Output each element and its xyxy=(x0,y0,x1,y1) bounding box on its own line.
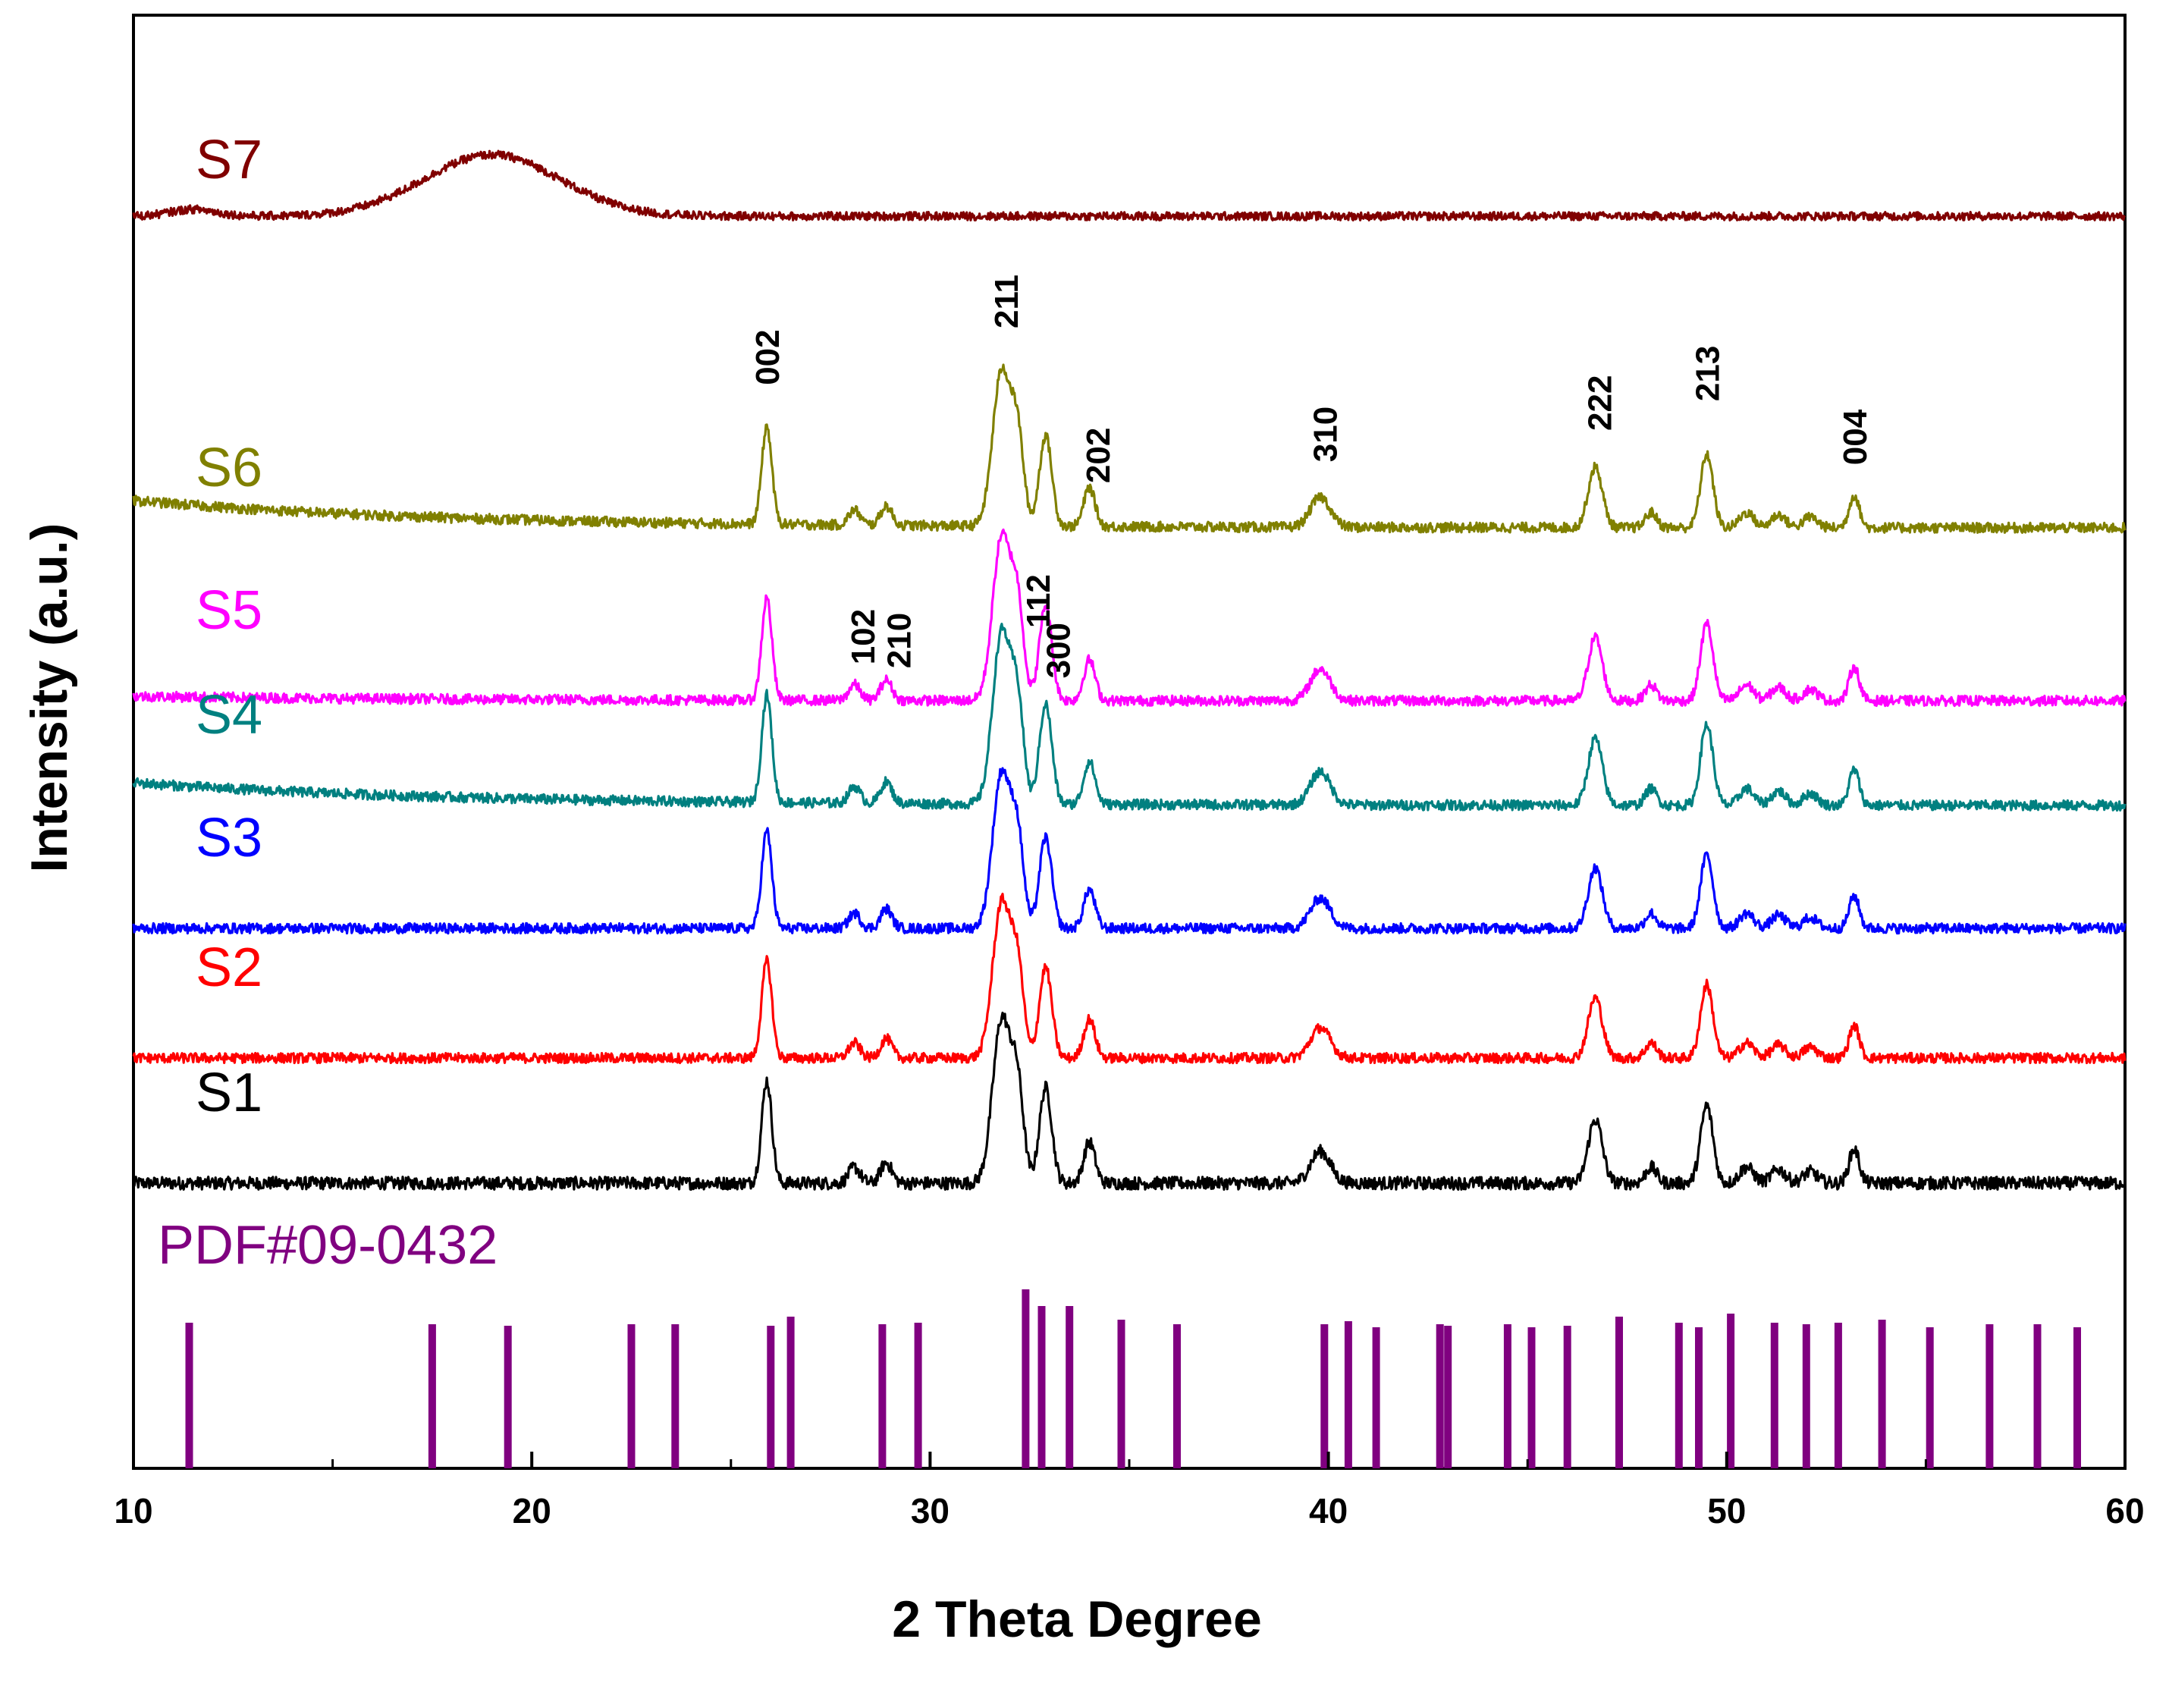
reference-line xyxy=(2073,1327,2081,1468)
reference-lines xyxy=(185,1289,2081,1468)
reference-line xyxy=(1615,1317,1623,1468)
peak-label-004: 004 xyxy=(1837,409,1874,465)
reference-line xyxy=(914,1323,922,1468)
peak-label-202: 202 xyxy=(1080,428,1117,483)
series-labels: S1 S2 S3 S4 S5 S6 S7 xyxy=(196,130,262,1123)
reference-line xyxy=(1320,1324,1329,1468)
reference-line xyxy=(1985,1324,1994,1468)
reference-line xyxy=(1372,1327,1380,1468)
reference-line xyxy=(1444,1326,1452,1468)
y-axis-title: Intensity (a.u.) xyxy=(20,523,78,873)
reference-line xyxy=(1563,1326,1571,1468)
trace-s5 xyxy=(132,528,2127,708)
reference-line xyxy=(1503,1324,1511,1468)
peak-label-102: 102 xyxy=(845,609,882,664)
series-label-s2: S2 xyxy=(196,937,262,998)
reference-line xyxy=(1926,1327,1934,1468)
x-tick-label: 30 xyxy=(911,1491,950,1531)
series-label-s4: S4 xyxy=(196,685,262,746)
reference-line xyxy=(1117,1320,1125,1468)
trace-s7 xyxy=(132,149,2127,221)
reference-line xyxy=(1527,1327,1536,1468)
reference-line xyxy=(504,1326,512,1468)
reference-line xyxy=(1066,1306,1074,1468)
peak-label-211: 211 xyxy=(988,275,1025,328)
reference-line xyxy=(786,1317,795,1468)
reference-line xyxy=(185,1323,193,1468)
series-label-s5: S5 xyxy=(196,580,262,641)
peak-label-002: 002 xyxy=(749,329,786,385)
reference-line xyxy=(2033,1324,2042,1468)
reference-line xyxy=(1173,1324,1181,1468)
reference-line xyxy=(878,1324,887,1468)
peak-label-222: 222 xyxy=(1582,375,1619,431)
reference-line xyxy=(1834,1323,1842,1468)
series-label-s6: S6 xyxy=(196,438,262,498)
trace-s3 xyxy=(132,767,2127,935)
reference-line xyxy=(428,1324,436,1468)
reference-line xyxy=(671,1324,680,1468)
x-tick-label: 20 xyxy=(513,1491,551,1531)
reference-line xyxy=(1695,1327,1703,1468)
x-axis: 10 20 30 40 50 60 xyxy=(114,1452,2145,1531)
trace-s4 xyxy=(132,622,2127,812)
reference-line xyxy=(1727,1314,1735,1468)
reference-line xyxy=(1802,1324,1810,1468)
reference-line xyxy=(1770,1323,1778,1468)
reference-line xyxy=(1022,1289,1030,1468)
peak-label-112: 112 xyxy=(1020,574,1057,628)
reference-line xyxy=(767,1326,775,1468)
trace-s6 xyxy=(132,363,2127,534)
peak-label-210: 210 xyxy=(880,613,918,668)
series-label-s7: S7 xyxy=(196,130,262,190)
x-axis-title: 2 Theta Degree xyxy=(892,1590,1262,1648)
reference-line xyxy=(1436,1324,1444,1468)
peak-label-310: 310 xyxy=(1307,407,1344,462)
trace-s1 xyxy=(132,1011,2127,1192)
reference-line xyxy=(1675,1323,1683,1468)
reference-line xyxy=(1344,1321,1352,1468)
peak-label-213: 213 xyxy=(1690,346,1727,401)
series-label-s3: S3 xyxy=(196,808,262,868)
reference-line xyxy=(1878,1320,1886,1468)
x-tick-label: 60 xyxy=(2105,1491,2144,1531)
reference-line xyxy=(1037,1306,1046,1468)
trace-s2 xyxy=(132,892,2127,1065)
reference-label: PDF#09-0432 xyxy=(158,1215,498,1276)
traces xyxy=(132,149,2127,1192)
x-tick-label: 10 xyxy=(114,1491,152,1531)
reference-line xyxy=(627,1324,636,1468)
peak-label-300: 300 xyxy=(1041,623,1078,678)
x-tick-label: 40 xyxy=(1309,1491,1348,1531)
series-label-s1: S1 xyxy=(196,1063,262,1123)
x-tick-label: 50 xyxy=(1707,1491,1746,1531)
